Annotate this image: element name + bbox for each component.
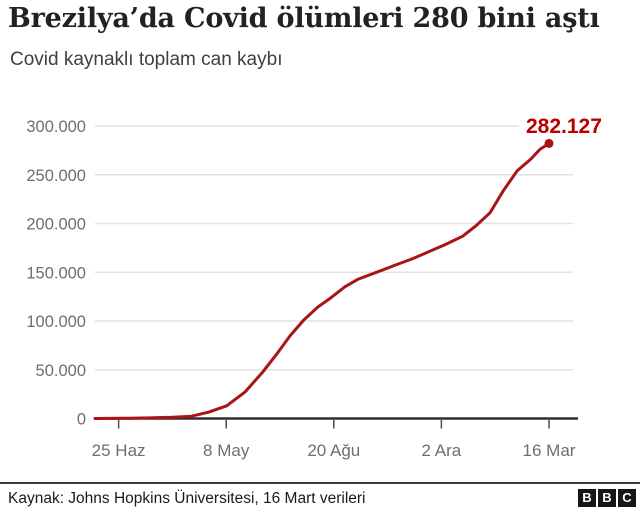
chart-subtitle: Covid kaynaklı toplam can kaybı bbox=[10, 49, 283, 70]
y-tick-label: 100.000 bbox=[26, 313, 86, 331]
x-axis bbox=[94, 417, 578, 420]
source-note: Kaynak: Johns Hopkins Üniversitesi, 16 M… bbox=[8, 489, 366, 507]
x-tick-label: 16 Mar bbox=[523, 441, 576, 460]
footer: Kaynak: Johns Hopkins Üniversitesi, 16 M… bbox=[0, 482, 640, 513]
end-point-dot bbox=[544, 138, 554, 148]
y-tick-label: 200.000 bbox=[26, 216, 86, 234]
bbc-logo-letter: B bbox=[578, 488, 596, 507]
x-tick-label: 2 Ara bbox=[422, 441, 462, 460]
bbc-logo: B B C bbox=[578, 488, 640, 507]
y-tick-label: 250.000 bbox=[26, 167, 86, 185]
end-value-label: 282.127 bbox=[526, 115, 602, 138]
bbc-logo-letter: B bbox=[598, 488, 616, 507]
x-tick-label: 8 May bbox=[203, 441, 250, 460]
end-label-backing bbox=[519, 114, 615, 140]
y-tick-label: 0 bbox=[77, 411, 86, 429]
covid-deaths-line-chart: 0 50.000 100.000 150.000 200.000 250.000 300.0… bbox=[26, 114, 615, 460]
y-tick-label: 50.000 bbox=[36, 362, 86, 380]
covid-deaths-line bbox=[93, 141, 551, 420]
x-tick-label: 25 Haz bbox=[92, 441, 146, 460]
bbc-logo-letter: C bbox=[618, 488, 636, 507]
y-tick-label: 300.000 bbox=[26, 118, 86, 136]
y-tick-label: 150.000 bbox=[26, 264, 86, 282]
x-tick-label: 20 Ağu bbox=[307, 441, 360, 460]
page-title: Brezilya’da Covid ölümleri 280 bini aştı bbox=[8, 3, 600, 34]
